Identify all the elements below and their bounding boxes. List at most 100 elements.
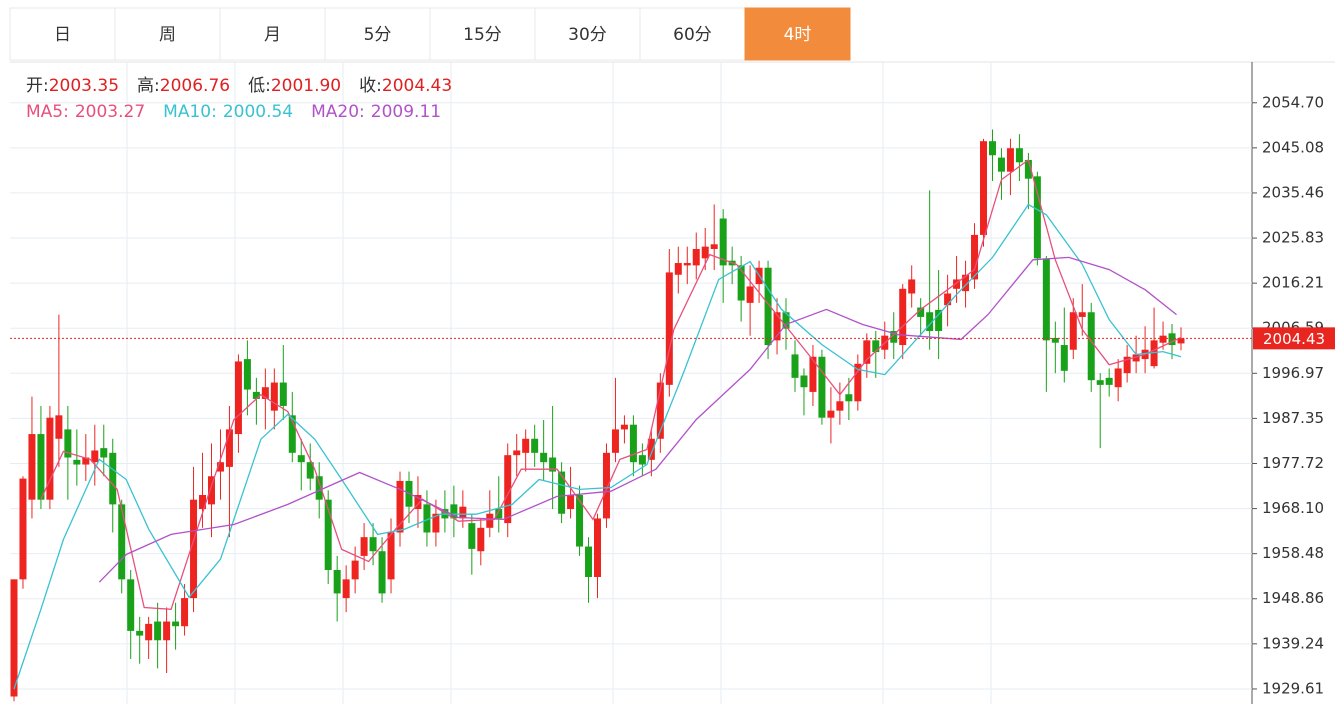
candle-body (908, 279, 916, 294)
candle-body (136, 630, 144, 636)
tab[interactable]: 4时 (744, 7, 851, 61)
candle-body (602, 452, 610, 519)
tab-label[interactable]: 月 (264, 25, 281, 45)
tab-label[interactable]: 4时 (784, 25, 812, 45)
candle-body (279, 382, 287, 406)
candle-body (890, 330, 898, 343)
y-tick-label: 2016.21 (1262, 274, 1324, 292)
candle-body (638, 455, 646, 465)
tab-background[interactable] (219, 7, 326, 61)
candle-body (243, 359, 251, 390)
candle-body (962, 274, 970, 292)
tab-background[interactable] (744, 7, 851, 61)
legend-text: 收: (359, 76, 382, 96)
candle-body (656, 382, 664, 439)
candle-body (827, 410, 835, 418)
candle-body (486, 513, 494, 528)
candle-body (1159, 335, 1167, 343)
tab-background[interactable] (9, 7, 116, 61)
legend-text: MA10: (163, 102, 217, 122)
tab-background[interactable] (429, 7, 536, 61)
candle-body (1168, 333, 1176, 346)
candle-body (127, 579, 135, 631)
candle-body (683, 263, 691, 266)
tab[interactable]: 月 (219, 7, 326, 61)
legend-text: 开: (26, 76, 49, 96)
tab-background[interactable] (114, 7, 221, 61)
tab-background[interactable] (534, 7, 641, 61)
tab-label[interactable]: 15分 (463, 25, 502, 45)
y-tick-label: 1948.86 (1262, 589, 1324, 607)
candle-body (1069, 312, 1077, 350)
candle-body (190, 499, 198, 599)
y-tick-label: 2054.70 (1262, 93, 1324, 111)
tab-label[interactable]: 周 (159, 25, 176, 45)
candle-body (10, 579, 18, 697)
candle-body (836, 401, 844, 411)
candle-body (1042, 258, 1050, 341)
candle-body (917, 307, 925, 317)
legend-text: 低: (248, 76, 271, 96)
y-tick-label: 1977.72 (1262, 454, 1324, 472)
tab-background[interactable] (324, 7, 431, 61)
y-tick-label: 1968.10 (1262, 499, 1324, 517)
legend-text: MA5: (26, 102, 69, 122)
candle-body (118, 504, 126, 580)
candle-body (1177, 338, 1185, 344)
candle-body (585, 546, 593, 578)
candle-body (181, 598, 189, 627)
candle-body (378, 551, 386, 594)
candle-body (611, 429, 619, 453)
tab-label[interactable]: 30分 (568, 25, 607, 45)
tab-label[interactable]: 5分 (364, 25, 392, 45)
candle-body (710, 244, 718, 249)
candle-body (872, 340, 880, 353)
candle-body (558, 471, 566, 514)
candle-body (199, 494, 207, 510)
candle-body (369, 537, 377, 552)
last-price-label: 2004.43 (1263, 330, 1325, 348)
candle-body (513, 450, 521, 456)
candle-body (109, 452, 117, 505)
candle-body (1033, 176, 1041, 259)
tab[interactable]: 周 (114, 7, 221, 61)
tab[interactable]: 5分 (324, 7, 431, 61)
tab-label[interactable]: 日 (54, 25, 71, 45)
candle-body (567, 494, 575, 510)
candle-body (64, 429, 72, 458)
y-tick-label: 2045.08 (1262, 138, 1324, 156)
tab[interactable]: 15分 (429, 7, 536, 61)
candle-body (701, 246, 709, 259)
candle-body (495, 509, 503, 519)
candle-body (782, 312, 790, 329)
candle-body (19, 478, 27, 580)
candle-body (1015, 148, 1023, 163)
tab-background[interactable] (639, 7, 746, 61)
candle-body (647, 438, 655, 460)
candle-body (1123, 356, 1131, 374)
candle-body (432, 513, 440, 533)
candle-body (719, 218, 727, 266)
candle-body (953, 279, 961, 289)
candle-body (809, 356, 817, 392)
candle-body (1006, 148, 1014, 172)
candle-body (1150, 340, 1158, 367)
candle-body (414, 494, 422, 510)
candle-body (163, 621, 171, 641)
candle-body (1132, 354, 1140, 362)
tab[interactable]: 日 (9, 7, 116, 61)
tab[interactable]: 30分 (534, 7, 641, 61)
candle-body (504, 455, 512, 524)
candle-body (980, 141, 988, 235)
candle-body (899, 288, 907, 346)
tab[interactable]: 60分 (639, 7, 746, 61)
candle-body (342, 579, 350, 599)
last-price-box (1253, 327, 1335, 350)
ma-line (13, 203, 1182, 690)
y-tick-label: 1958.48 (1262, 544, 1324, 562)
plot-area (10, 61, 1335, 704)
y-tick-label: 2035.46 (1262, 183, 1324, 201)
tab-label[interactable]: 60分 (673, 25, 712, 45)
candle-body (55, 415, 63, 439)
